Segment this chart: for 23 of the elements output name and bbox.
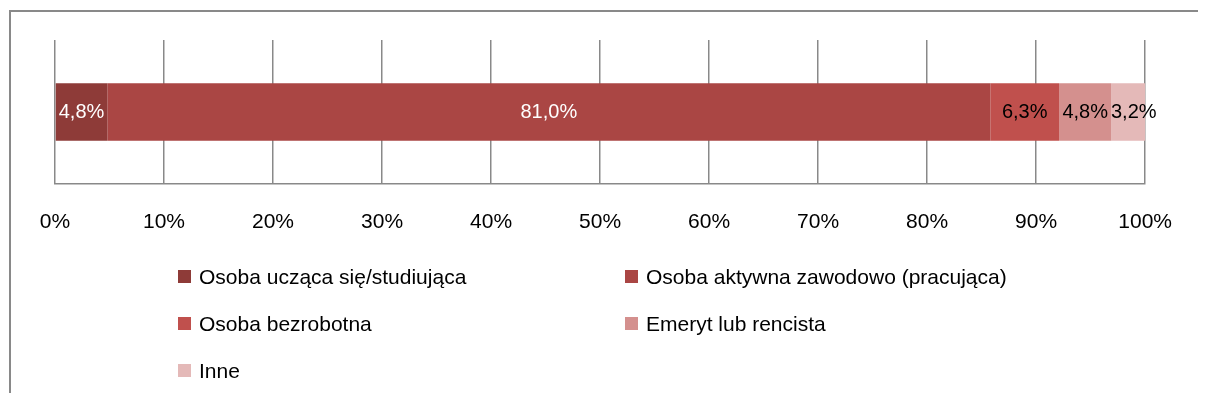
bar <box>107 83 991 141</box>
x-tick-label: 80% <box>906 209 949 233</box>
legend-label: Emeryt lub rencista <box>646 311 826 336</box>
bar <box>990 83 1060 141</box>
legend-label: Osoba ucząca się/studiująca <box>199 264 467 289</box>
data-label: 6,3% <box>1001 99 1048 122</box>
x-tick-label: 60% <box>688 209 731 233</box>
data-label: 4,8% <box>1062 99 1109 122</box>
x-tick-label: 20% <box>252 209 295 233</box>
data-label: 3,2% <box>1110 99 1157 122</box>
x-tick-label: 100% <box>1118 209 1172 233</box>
x-tick-label: 30% <box>361 209 404 233</box>
x-tick-label: 50% <box>579 209 622 233</box>
data-label: 4,8% <box>58 99 105 122</box>
data-label: 81,0% <box>520 99 578 122</box>
x-tick-label: 0% <box>39 209 71 233</box>
legend-label: Osoba bezrobotna <box>199 311 372 336</box>
x-tick-label: 10% <box>143 209 186 233</box>
x-tick-label: 70% <box>797 209 840 233</box>
legend-label: Inne <box>199 358 240 383</box>
legend-label: Osoba aktywna zawodowo (pracująca) <box>646 264 1007 289</box>
x-tick-label: 40% <box>470 209 513 233</box>
x-tick-label: 90% <box>1015 209 1058 233</box>
